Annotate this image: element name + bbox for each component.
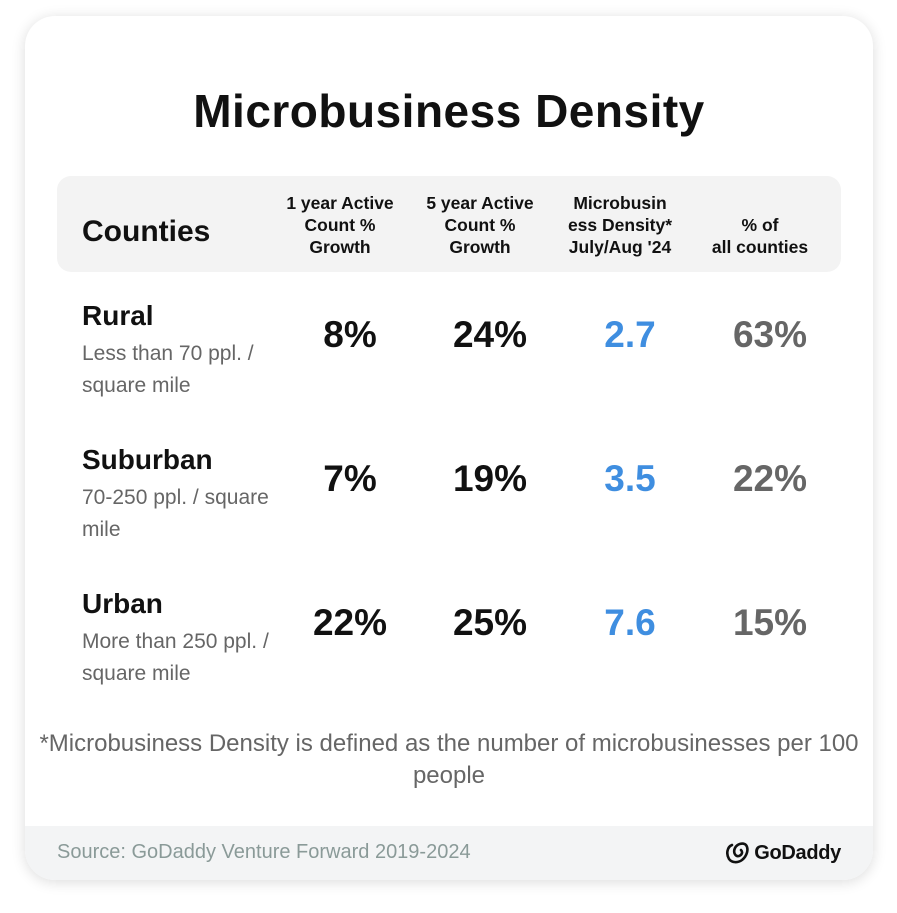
- row-description: More than 250 ppl. / square mile: [82, 630, 269, 685]
- value-density: 7.6: [604, 602, 656, 643]
- row-name: Rural: [82, 300, 154, 331]
- value-percent-of-counties: 63%: [732, 314, 808, 355]
- source-text: Source: GoDaddy Venture Forward 2019-202…: [57, 841, 471, 863]
- page-title: Microbusiness Density: [193, 85, 705, 137]
- value-1-year-growth: 8%: [323, 314, 377, 355]
- godaddy-logo: GoDaddy: [726, 838, 841, 868]
- value-1-year-growth: 7%: [323, 458, 377, 499]
- row-name: Urban: [82, 588, 163, 619]
- value-density: 3.5: [604, 458, 656, 499]
- header-counties: Counties: [82, 215, 211, 248]
- value-percent-of-counties: 15%: [732, 602, 808, 643]
- row-name: Suburban: [82, 444, 213, 475]
- value-density: 2.7: [604, 314, 656, 355]
- footer: Source: GoDaddy Venture Forward 2019-202…: [25, 826, 873, 880]
- table-row-urban: Urban More than 250 ppl. / square mile 2…: [57, 588, 841, 708]
- value-5-year-growth: 24%: [452, 314, 528, 355]
- footnote: *Microbusiness Density is defined as the…: [39, 730, 859, 789]
- value-5-year-growth: 19%: [452, 458, 528, 499]
- logo-wordmark: GoDaddy: [754, 841, 841, 864]
- table-header: Counties 1 year Active Count % Growth 5 …: [57, 176, 841, 272]
- row-description: Less than 70 ppl. / square mile: [82, 342, 254, 397]
- header-percent-of-counties: % of all counties: [711, 215, 809, 257]
- header-1-year-growth: 1 year Active Count % Growth: [286, 193, 394, 257]
- row-description: 70-250 ppl. / square mile: [82, 486, 269, 541]
- density-table: Counties 1 year Active Count % Growth 5 …: [57, 176, 841, 685]
- header-5-year-growth: 5 year Active Count % Growth: [426, 193, 534, 257]
- godaddy-logo-icon: [726, 842, 750, 864]
- table-row-rural: Rural Less than 70 ppl. / square mile 8%…: [57, 300, 841, 420]
- infographic-card: Microbusiness Density Counties 1 year Ac…: [25, 16, 873, 880]
- value-1-year-growth: 22%: [312, 602, 388, 643]
- value-5-year-growth: 25%: [452, 602, 528, 643]
- value-percent-of-counties: 22%: [732, 458, 808, 499]
- table-row-suburban: Suburban 70-250 ppl. / square mile 7% 19…: [57, 444, 841, 564]
- header-microbusiness-density: Microbusin ess Density* July/Aug '24: [567, 193, 673, 257]
